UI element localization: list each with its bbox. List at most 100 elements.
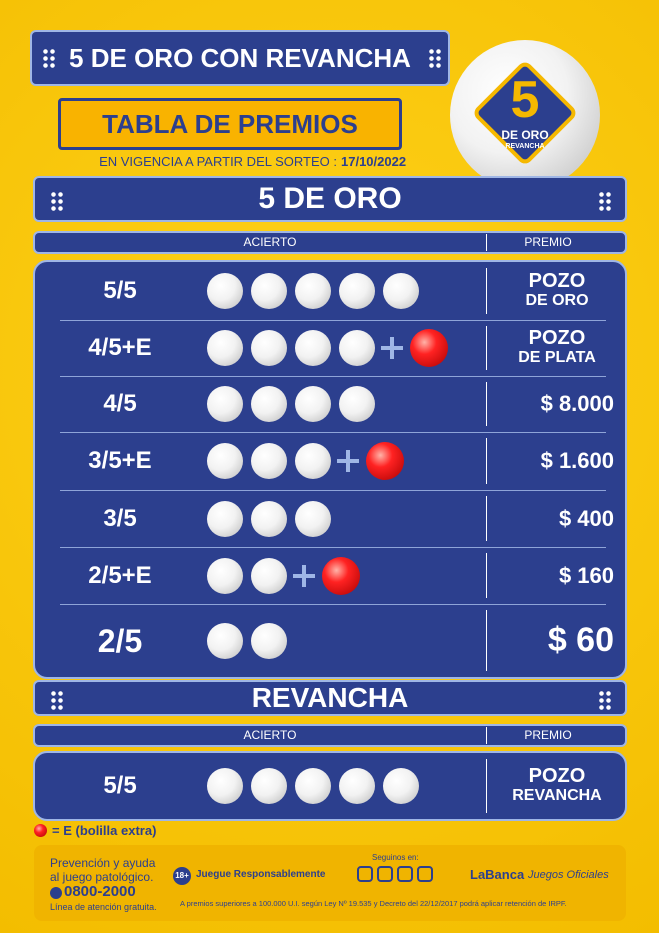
white-ball [207, 768, 243, 804]
column-divider [486, 438, 487, 484]
white-ball [251, 330, 287, 366]
social-icon [417, 866, 433, 882]
row-divider [60, 432, 606, 433]
row-divider [60, 604, 606, 605]
dots-icon [50, 690, 64, 710]
hit-label: 2/5+E [88, 561, 152, 589]
white-ball [295, 768, 331, 804]
hit-label: 5/5 [103, 772, 137, 799]
phone: 0800-2000 [64, 883, 136, 900]
legend-text: = E (bolilla extra) [52, 823, 157, 838]
prize-amount: $ 60 [547, 620, 614, 659]
white-ball [251, 622, 287, 659]
social-icon [397, 866, 413, 882]
column-divider [486, 759, 487, 813]
hit-label: 4/5+E [88, 334, 152, 361]
column-header-bar [33, 231, 627, 254]
white-ball [207, 443, 243, 479]
logo-number: 5 [510, 71, 540, 129]
prize-line: POZO [528, 270, 586, 292]
prize-amount: $ 400 [558, 505, 614, 531]
title-banner [30, 30, 450, 86]
white-ball [251, 386, 287, 422]
section-bar [33, 680, 627, 716]
white-ball [251, 500, 287, 537]
prize-header: PREMIO [524, 235, 572, 249]
hit-label: 3/5 [103, 504, 137, 532]
red-ball [322, 556, 360, 595]
row-divider [60, 490, 606, 491]
white-ball [339, 386, 375, 422]
white-ball [251, 768, 287, 804]
section-title: REVANCHA [251, 682, 409, 713]
brand-sub: Juegos Oficiales [528, 869, 609, 881]
prize-line: DE ORO [525, 292, 589, 309]
white-ball [383, 768, 419, 804]
prize-line: POZO [528, 327, 586, 349]
column-divider [486, 496, 487, 541]
column-divider [486, 727, 487, 744]
column-divider [486, 610, 487, 671]
dots-icon [598, 191, 612, 211]
dots-icon [598, 690, 612, 710]
white-ball [339, 330, 375, 366]
column-divider [486, 382, 487, 426]
logo-name: DE ORO [501, 128, 549, 142]
phone-icon [50, 887, 62, 899]
white-ball [339, 768, 375, 804]
red-ball [410, 329, 448, 367]
white-ball [295, 443, 331, 479]
age: 18+ [175, 871, 189, 880]
plus-sign [379, 331, 405, 365]
hit-label: 3/5+E [88, 447, 152, 474]
prize-amount: $ 8.000 [540, 391, 614, 416]
row-divider [60, 547, 606, 548]
title: 5 DE ORO CON REVANCHA [69, 43, 411, 73]
social-icon [377, 866, 393, 882]
prize-amount: $ 1.600 [540, 448, 614, 473]
prize-panel [33, 260, 627, 679]
column-divider [486, 553, 487, 598]
help-line: al juego patológico. [50, 870, 154, 884]
white-ball [207, 386, 243, 422]
social-icon [357, 866, 373, 882]
white-ball [383, 273, 419, 309]
white-ball [251, 273, 287, 309]
hit-label: 4/5 [103, 390, 137, 417]
section-bar [33, 176, 627, 222]
phone-note: Línea de atención gratuita. [50, 902, 157, 912]
hit-label: 2/5 [97, 622, 143, 659]
white-ball [207, 273, 243, 309]
prize-header: PREMIO [524, 728, 572, 742]
footer-box [34, 845, 626, 921]
prize-line: POZO [528, 765, 586, 787]
hit-header: ACIERTO [243, 235, 297, 249]
white-ball [251, 557, 287, 594]
white-ball [207, 557, 243, 594]
legend-ball [34, 824, 47, 837]
hit-header: ACIERTO [243, 728, 297, 742]
white-ball [295, 386, 331, 422]
white-ball [207, 622, 243, 659]
row-divider [60, 320, 606, 321]
subtitle-banner [58, 98, 402, 150]
plus-sign [291, 558, 317, 593]
white-ball [295, 330, 331, 366]
help-line: Prevención y ayuda [50, 856, 156, 870]
age-badge [173, 867, 191, 885]
subtitle: TABLA DE PREMIOS [102, 109, 358, 139]
column-divider [486, 326, 487, 370]
logo-tag: REVANCHA [505, 143, 545, 150]
white-ball [295, 500, 331, 537]
dots-icon [42, 48, 56, 68]
section-title: 5 DE ORO [258, 182, 402, 215]
prize-line: DE PLATA [518, 349, 596, 366]
brand: LaBanca [470, 867, 525, 882]
responsible: Juegue Responsablemente [196, 869, 326, 880]
prize-line: REVANCHA [512, 787, 602, 804]
dots-icon [50, 191, 64, 211]
validity-label: EN VIGENCIA A PARTIR DEL SORTEO : [99, 154, 337, 169]
column-divider [486, 268, 487, 314]
row-divider [60, 376, 606, 377]
